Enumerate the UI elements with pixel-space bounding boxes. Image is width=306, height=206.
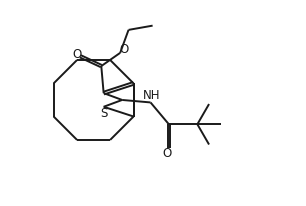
Text: O: O	[72, 48, 81, 61]
Text: NH: NH	[143, 89, 161, 102]
Text: O: O	[163, 147, 172, 160]
Text: S: S	[101, 107, 108, 120]
Text: O: O	[120, 43, 129, 56]
